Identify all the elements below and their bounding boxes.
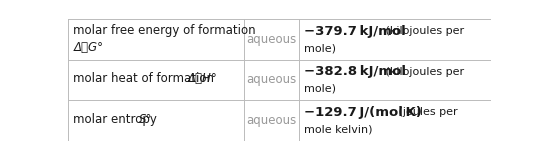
- Text: (kilojoules per: (kilojoules per: [382, 26, 464, 36]
- Text: aqueous: aqueous: [246, 114, 296, 127]
- Text: mole kelvin): mole kelvin): [304, 124, 372, 134]
- Text: −129.7 J/(mol K): −129.7 J/(mol K): [304, 106, 422, 119]
- Text: mole): mole): [304, 43, 336, 53]
- Text: Δ₟G°: Δ₟G°: [73, 41, 103, 54]
- Text: Δ₟H°: Δ₟H°: [188, 72, 217, 85]
- Text: mole): mole): [304, 84, 336, 94]
- Text: molar entropy: molar entropy: [73, 112, 161, 125]
- Text: (kilojoules per: (kilojoules per: [382, 67, 464, 77]
- Text: molar heat of formation: molar heat of formation: [73, 72, 218, 85]
- Text: S°: S°: [139, 112, 152, 125]
- Text: −382.8 kJ/mol: −382.8 kJ/mol: [304, 65, 406, 78]
- Text: −379.7 kJ/mol: −379.7 kJ/mol: [304, 25, 406, 38]
- Text: aqueous: aqueous: [246, 73, 296, 86]
- Text: molar free energy of formation: molar free energy of formation: [73, 24, 256, 37]
- Text: aqueous: aqueous: [246, 33, 296, 46]
- Text: (joules per: (joules per: [395, 107, 458, 117]
